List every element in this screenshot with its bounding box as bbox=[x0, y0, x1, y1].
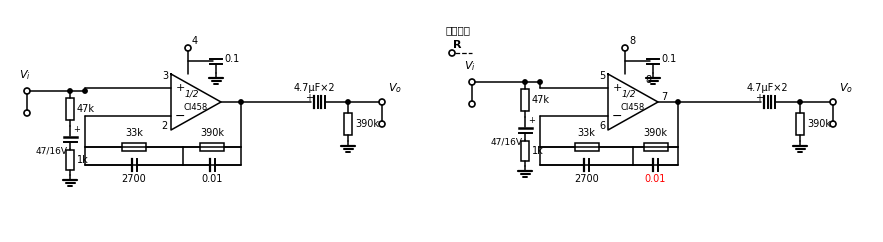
Text: 0.1: 0.1 bbox=[661, 54, 676, 64]
Text: 7: 7 bbox=[661, 92, 668, 102]
Text: 4.7μF×2: 4.7μF×2 bbox=[293, 83, 335, 93]
Text: 3: 3 bbox=[162, 71, 168, 81]
Bar bbox=[521, 141, 529, 161]
Text: 1/2: 1/2 bbox=[622, 90, 637, 98]
Text: 4.7μF×2: 4.7μF×2 bbox=[746, 83, 788, 93]
Text: 2700: 2700 bbox=[574, 174, 599, 184]
Bar bbox=[344, 113, 352, 135]
Bar bbox=[521, 89, 529, 111]
Text: 390k: 390k bbox=[355, 119, 379, 129]
Text: $V_o$: $V_o$ bbox=[839, 81, 853, 95]
Text: 6: 6 bbox=[599, 121, 605, 131]
Bar bbox=[200, 143, 224, 151]
Circle shape bbox=[238, 100, 243, 104]
Text: 0.1: 0.1 bbox=[224, 54, 239, 64]
Text: 1k: 1k bbox=[532, 146, 544, 156]
Text: +: + bbox=[176, 83, 185, 93]
Text: −: − bbox=[612, 109, 623, 122]
Text: 唱机输入: 唱机输入 bbox=[445, 25, 470, 35]
Text: 390k: 390k bbox=[807, 119, 831, 129]
Text: 8: 8 bbox=[645, 75, 652, 85]
Text: 33k: 33k bbox=[125, 128, 143, 138]
Circle shape bbox=[798, 100, 802, 104]
Text: 47/16V: 47/16V bbox=[36, 146, 68, 156]
Text: 1k: 1k bbox=[77, 155, 89, 165]
Text: −: − bbox=[175, 109, 185, 122]
Text: 33k: 33k bbox=[577, 128, 595, 138]
Circle shape bbox=[346, 100, 351, 104]
Circle shape bbox=[675, 100, 680, 104]
Circle shape bbox=[523, 80, 527, 84]
Text: 47k: 47k bbox=[77, 104, 95, 114]
Text: $V_o$: $V_o$ bbox=[388, 81, 402, 95]
Circle shape bbox=[538, 80, 542, 84]
Text: 390k: 390k bbox=[644, 128, 668, 138]
Bar bbox=[644, 143, 668, 151]
Circle shape bbox=[68, 89, 72, 93]
Circle shape bbox=[83, 89, 87, 93]
Text: 4: 4 bbox=[192, 36, 198, 46]
Text: 47k: 47k bbox=[532, 95, 550, 105]
Text: $V_i$: $V_i$ bbox=[464, 59, 476, 73]
Text: 8: 8 bbox=[629, 36, 635, 46]
Bar bbox=[66, 98, 74, 120]
Text: R: R bbox=[453, 40, 462, 50]
Text: 2: 2 bbox=[162, 121, 168, 131]
Text: +: + bbox=[755, 93, 763, 103]
Text: 390k: 390k bbox=[200, 128, 224, 138]
Text: CI458: CI458 bbox=[621, 104, 645, 113]
Text: CI458: CI458 bbox=[184, 104, 208, 113]
Text: 5: 5 bbox=[599, 71, 605, 81]
Text: 1/2: 1/2 bbox=[185, 90, 200, 98]
Text: $V_i$: $V_i$ bbox=[19, 68, 31, 82]
Bar bbox=[66, 150, 74, 170]
Text: 0.01: 0.01 bbox=[645, 174, 666, 184]
Text: 47/16V: 47/16V bbox=[491, 137, 523, 146]
Text: +: + bbox=[612, 83, 622, 93]
Bar bbox=[796, 113, 804, 135]
Text: +: + bbox=[73, 125, 79, 134]
Text: 0.01: 0.01 bbox=[201, 174, 223, 184]
Bar bbox=[122, 143, 146, 151]
Bar bbox=[575, 143, 599, 151]
Text: 2700: 2700 bbox=[122, 174, 147, 184]
Text: +: + bbox=[528, 116, 535, 125]
Text: +: + bbox=[305, 93, 313, 103]
